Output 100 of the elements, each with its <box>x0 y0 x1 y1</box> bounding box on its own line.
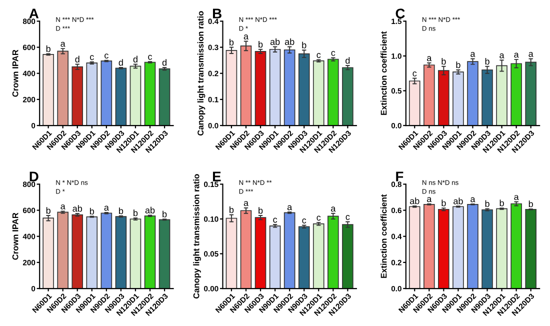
y-axis-title: Canopy light transmission ratio <box>197 11 206 136</box>
bar <box>312 60 324 126</box>
bar <box>100 60 112 126</box>
annotation: a <box>287 205 292 210</box>
annotation: d <box>118 59 123 66</box>
annotation: c <box>331 50 336 56</box>
bar <box>130 66 142 126</box>
annotation: ab <box>284 38 294 45</box>
annotation: a <box>244 34 249 40</box>
annotation: a <box>427 197 432 202</box>
bar <box>438 70 450 126</box>
annotation: a <box>514 52 519 58</box>
annotation: c <box>104 54 108 59</box>
annotation: ab <box>145 206 155 214</box>
bar <box>72 66 84 126</box>
annotation: a <box>60 204 66 210</box>
chart-title: A <box>29 8 39 18</box>
annotation: d <box>162 59 166 66</box>
annotation: b <box>119 207 124 214</box>
bar <box>144 215 156 289</box>
bar <box>42 54 54 126</box>
annotation: c <box>316 53 321 58</box>
bar <box>328 58 339 126</box>
bar <box>482 209 493 289</box>
bar <box>86 62 98 126</box>
bar <box>115 216 127 289</box>
bar <box>115 68 127 126</box>
bar <box>328 216 339 289</box>
bar <box>130 218 142 289</box>
bar <box>226 50 238 126</box>
bar <box>467 61 478 126</box>
annotation: a <box>500 53 504 58</box>
bar <box>496 208 508 289</box>
annotation: c <box>316 216 321 221</box>
bar <box>510 203 522 289</box>
bar <box>254 217 266 289</box>
bar <box>57 212 68 289</box>
annotation: b <box>162 210 167 218</box>
bar <box>226 218 238 289</box>
bar <box>284 49 296 126</box>
bar <box>408 80 420 126</box>
annotation: b <box>46 207 50 214</box>
bar <box>525 208 536 289</box>
bar <box>269 48 281 126</box>
annotation: ab <box>410 198 420 204</box>
bar <box>158 68 170 126</box>
annotation: b <box>485 58 490 65</box>
bar <box>86 216 98 289</box>
bar <box>42 218 54 289</box>
annotation: a <box>514 195 519 200</box>
annotation: ab <box>454 198 463 204</box>
y-axis-title: Canopy light transmission ratio <box>193 174 201 299</box>
bar <box>72 214 84 289</box>
annotation: a <box>244 201 249 206</box>
annotation: a <box>427 56 432 62</box>
annotation: b <box>302 42 306 48</box>
y-axis-title: Extinction coefficient <box>380 31 387 115</box>
bar <box>452 206 464 289</box>
bar <box>312 223 324 289</box>
y-axis-title: Crown IPAR <box>12 212 18 260</box>
bar <box>158 219 170 289</box>
bar <box>452 72 464 126</box>
annotation: a <box>104 206 109 211</box>
bar <box>408 206 420 289</box>
annotation: c <box>302 218 306 224</box>
annotation: b <box>485 200 490 207</box>
chart-title: F <box>396 172 404 182</box>
annotation: b <box>442 58 446 65</box>
annotation: b <box>442 200 446 206</box>
annotation: b <box>134 210 138 216</box>
annotation: b <box>528 200 533 208</box>
annotation: a <box>528 52 534 57</box>
bar <box>467 204 478 289</box>
bar <box>510 63 522 126</box>
annotation: a <box>470 197 476 202</box>
annotation: b <box>500 200 504 206</box>
bar <box>423 204 435 289</box>
bar <box>144 62 156 126</box>
bar <box>240 210 252 289</box>
annotation: b <box>456 61 460 68</box>
annotation: b <box>258 40 263 48</box>
bar <box>269 226 281 289</box>
annotation: c <box>346 215 350 220</box>
chart-title: D <box>30 172 38 182</box>
annotation: ab <box>270 38 280 45</box>
annotation: b <box>258 207 263 214</box>
annotation: d <box>133 56 138 62</box>
annotation: c <box>412 71 417 76</box>
y-axis-title: Crown IPAR <box>12 50 18 97</box>
annotation: a <box>470 52 476 57</box>
chart-title: B <box>212 8 222 18</box>
bar <box>438 208 450 289</box>
annotation: c <box>90 55 94 60</box>
annotation: b <box>90 208 94 214</box>
annotation: a <box>60 42 66 47</box>
bar <box>298 53 310 126</box>
bar <box>482 69 493 126</box>
annotation: b <box>230 206 234 214</box>
annotation: c <box>273 218 278 223</box>
bar <box>423 64 435 126</box>
